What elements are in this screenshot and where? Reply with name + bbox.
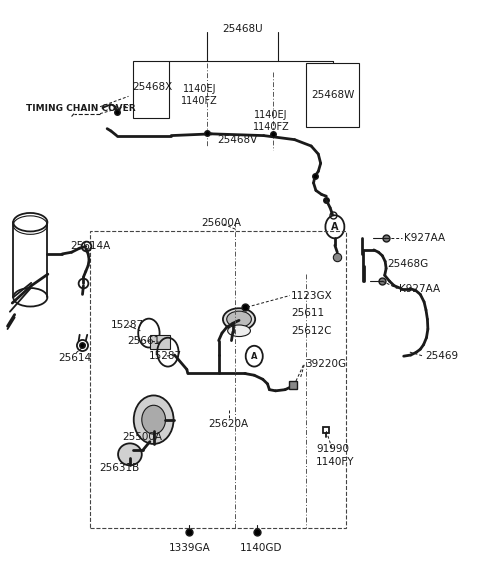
Text: 25631B: 25631B [99, 463, 139, 473]
Text: 25468W: 25468W [311, 90, 354, 100]
Text: TIMING CHAIN COVER: TIMING CHAIN COVER [25, 104, 135, 113]
Text: 25468G: 25468G [387, 259, 428, 269]
FancyBboxPatch shape [150, 335, 170, 349]
Ellipse shape [227, 311, 252, 327]
Circle shape [134, 395, 174, 444]
Text: 1140GD: 1140GD [240, 543, 283, 553]
Text: K927AA: K927AA [404, 233, 445, 243]
Text: 25614: 25614 [59, 353, 92, 363]
Text: 1123GX: 1123GX [291, 290, 333, 301]
Text: 39220G: 39220G [305, 359, 347, 368]
Text: 25469: 25469 [425, 351, 458, 361]
Text: 15287: 15287 [149, 351, 182, 361]
Ellipse shape [223, 308, 255, 330]
Text: 25468V: 25468V [217, 135, 258, 145]
Circle shape [142, 405, 166, 434]
Text: 91990: 91990 [316, 444, 349, 454]
Text: 25661: 25661 [128, 336, 161, 346]
Text: A: A [251, 352, 257, 361]
Text: A: A [331, 222, 338, 232]
Text: 25612C: 25612C [291, 326, 332, 336]
Text: 15287: 15287 [111, 320, 144, 330]
Text: 1140FY: 1140FY [316, 457, 354, 467]
Text: 1339GA: 1339GA [168, 543, 210, 553]
Ellipse shape [118, 443, 142, 465]
Text: 25468U: 25468U [222, 24, 263, 34]
Text: 1140EJ
1140FZ: 1140EJ 1140FZ [252, 110, 289, 132]
Text: 25614A: 25614A [71, 241, 111, 251]
Text: 25500A: 25500A [123, 432, 163, 442]
Text: 25611: 25611 [291, 308, 324, 318]
Ellipse shape [228, 325, 251, 336]
Text: K927AA: K927AA [399, 283, 440, 294]
Text: 25620A: 25620A [208, 419, 249, 429]
Text: 25600A: 25600A [201, 219, 241, 229]
Text: 25468X: 25468X [132, 82, 172, 92]
Text: 1140EJ
1140FZ: 1140EJ 1140FZ [181, 85, 218, 106]
